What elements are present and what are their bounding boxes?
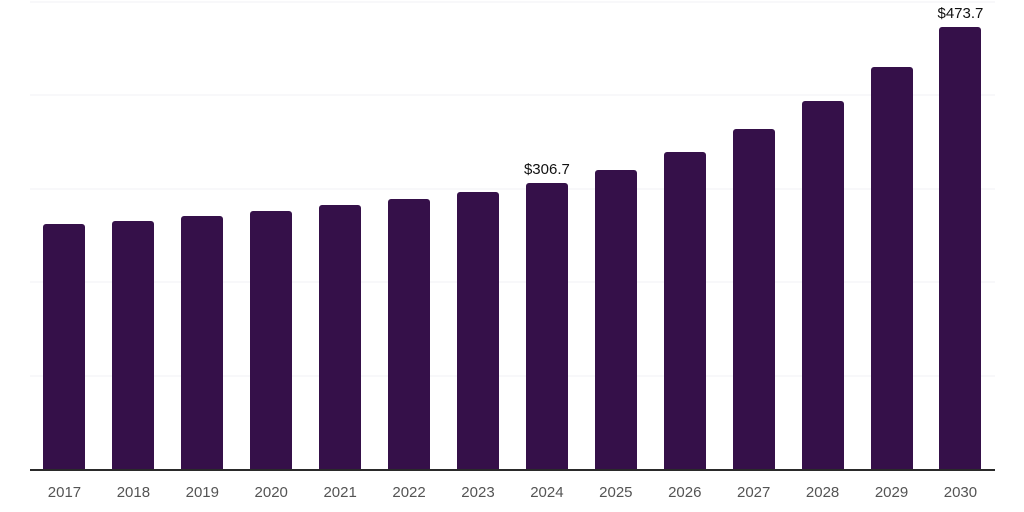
bar-value-label: $473.7 [937,5,984,23]
bar-slot [306,2,375,469]
bar-slot [375,2,444,469]
bar-2024 [525,182,568,469]
x-axis-label: 2021 [323,484,357,501]
bar-2021 [319,204,362,469]
bar-2028 [801,101,844,469]
bar-slot [788,2,857,469]
x-axis-label: 2029 [874,484,909,501]
bar-slot [650,2,719,469]
x-axis-label: 2025 [599,484,633,501]
bar-2023 [456,192,499,469]
x-axis-label: 2030 [943,484,978,501]
bar-value-label: $306.7 [523,161,570,179]
bar-2027 [732,129,775,469]
bar-2029 [870,67,913,469]
bar-slot: $473.7 [926,2,995,469]
x-axis-label: 2018 [116,484,151,501]
bar-slot: $306.7 [512,2,581,469]
bar-slot [581,2,650,469]
bar-slot [857,2,926,469]
bar-slot [237,2,306,469]
bar-2018 [112,220,155,469]
x-axis: 2017 2018 2019 2020 2021 2022 2023 2024 2025 2026… [30,483,995,503]
bars: $306.7 $473.7 [30,2,995,469]
x-axis-label: 2022 [392,484,426,501]
x-axis-label: 2026 [668,484,702,501]
x-axis-label: 2028 [805,484,840,501]
bar-2019 [181,215,224,469]
x-axis-label: 2027 [736,484,771,501]
bar-slot [719,2,788,469]
x-axis-label: 2019 [185,484,219,501]
bar-2022 [388,198,431,469]
x-axis-label: 2023 [461,484,495,501]
bar-2025 [594,170,637,469]
bar-2017 [43,224,86,469]
bar-2030 [939,26,982,469]
bar-2020 [250,210,293,469]
bar-slot [168,2,237,469]
x-axis-label: 2020 [254,484,288,501]
x-axis-label: 2017 [47,484,82,501]
x-axis-label: 2024 [530,484,564,501]
bar-slot [30,2,99,469]
bar-slot [444,2,513,469]
plot-area: $306.7 $473.7 [30,1,995,471]
bar-2026 [663,152,706,469]
bar-slot [99,2,168,469]
